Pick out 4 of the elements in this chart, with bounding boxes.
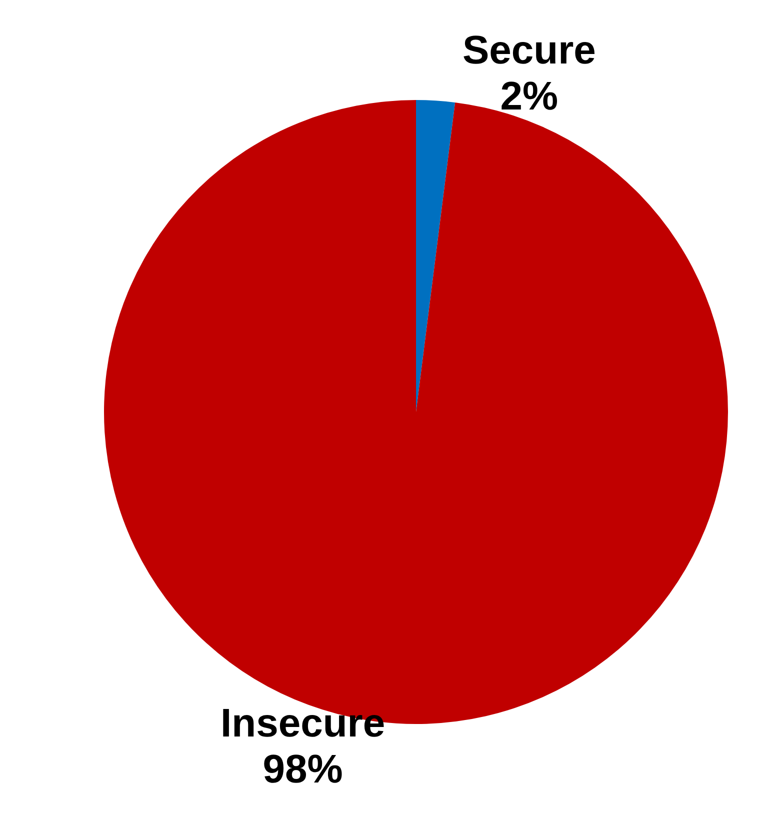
slice-label: Insecure: [220, 701, 386, 746]
slice-label: Secure: [462, 28, 596, 73]
data-label: 98%: [262, 747, 343, 792]
data-label: 2%: [500, 74, 558, 119]
